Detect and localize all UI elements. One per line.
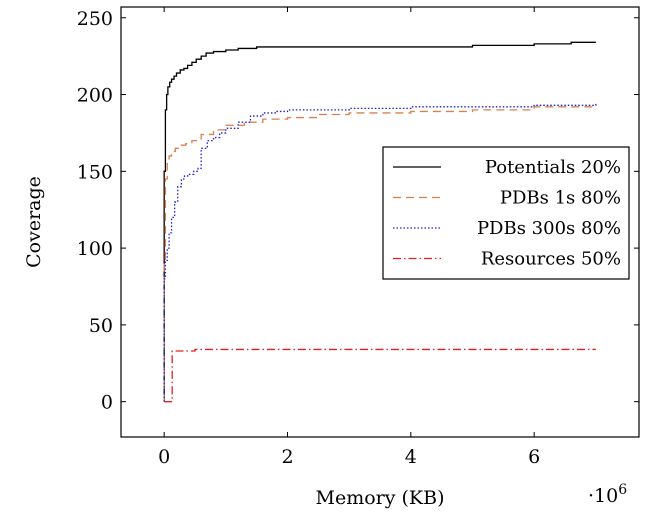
x-tick-label: 6 xyxy=(528,446,540,468)
legend-box xyxy=(382,146,630,280)
y-tick-label: 0 xyxy=(101,392,113,414)
x-axis-multiplier: ·106 xyxy=(588,482,627,507)
x-axis-multiplier-base: ·10 xyxy=(588,485,618,507)
x-tick-label: 2 xyxy=(281,446,293,468)
legend-entry-1: Potentials 20% xyxy=(485,157,621,178)
legend: Potentials 20% PDBs 1s 80% PDBs 300s 80% Re… xyxy=(382,146,630,280)
plot-frame xyxy=(120,6,640,438)
x-axis-label: Memory (KB) xyxy=(316,487,445,509)
x-tick-label: 0 xyxy=(158,446,170,468)
series-line-3 xyxy=(163,103,597,402)
y-tick-label: 100 xyxy=(77,238,113,260)
y-tick-label: 200 xyxy=(77,85,113,107)
legend-entry-3: PDBs 300s 80% xyxy=(477,218,621,239)
y-axis-label: Coverage xyxy=(23,176,45,268)
series-line-2 xyxy=(163,105,597,402)
x-axis-multiplier-exponent: 6 xyxy=(618,482,627,498)
ticks-layer: 0 2 4 6 0 50 100 150 200 250 xyxy=(77,7,639,468)
series-layer xyxy=(163,41,597,403)
x-tick-label: 4 xyxy=(405,446,417,468)
y-tick-label: 250 xyxy=(77,8,113,30)
legend-entry-2: PDBs 1s 80% xyxy=(500,188,621,209)
legend-entry-4: Resources 50% xyxy=(481,249,621,270)
y-tick-label: 50 xyxy=(89,315,113,337)
series-line-4 xyxy=(164,348,596,403)
series-line-1 xyxy=(163,41,596,402)
y-tick-label: 150 xyxy=(77,161,113,183)
